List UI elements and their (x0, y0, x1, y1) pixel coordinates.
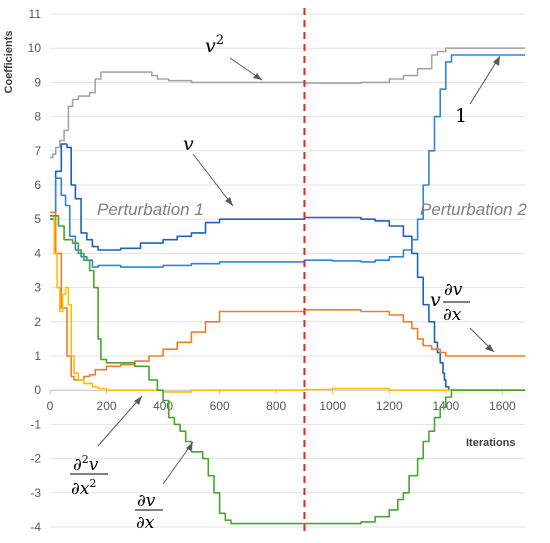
region-label-perturbation-1: Perturbation 1 (97, 200, 204, 219)
arrowhead-dv-dx (186, 442, 193, 451)
x-tick-label: 1000 (319, 399, 346, 413)
x-tick-label: 800 (266, 399, 286, 413)
y-tick-label: 4 (34, 246, 41, 260)
series-line-2 (50, 54, 525, 268)
series-line-0 (50, 47, 525, 159)
x-tick-label: 600 (210, 399, 230, 413)
x-axis-title: Iterations (466, 437, 516, 449)
x-tick-label: 0 (47, 399, 54, 413)
arrow-d2v-dx2 (97, 395, 143, 447)
y-tick-label: 8 (34, 110, 41, 124)
y-tick-label: 10 (28, 41, 42, 55)
arrowhead-d2v-dx2 (134, 396, 142, 405)
x-tick-label: 1200 (376, 399, 403, 413)
y-tick-label: 6 (34, 178, 41, 192)
arrowhead-v-squared (253, 73, 262, 80)
y-tick-label: 2 (34, 315, 41, 329)
series-line-1 (50, 143, 525, 391)
x-tick-label: 1600 (489, 399, 516, 413)
label-v-dv-dx-num: ∂v (444, 280, 463, 300)
annotation-v-squared: v2 (205, 33, 263, 81)
x-tick-label: 400 (153, 399, 173, 413)
x-tick-label: 200 (97, 399, 117, 413)
label-v: v (183, 133, 194, 155)
annotation-v: v (183, 133, 234, 207)
y-tick-label: 5 (34, 212, 41, 226)
annotation-v-dv-dx: v ∂v ∂x (430, 280, 495, 353)
arrowhead-one (493, 56, 500, 66)
region-label-perturbation-2: Perturbation 2 (420, 200, 527, 219)
y-tick-label: -2 (30, 452, 41, 466)
label-dv-dx-num: ∂v (137, 491, 156, 511)
y-tick-label: 3 (34, 281, 41, 295)
y-axis-ticks: -4 -3 -2 -1 0 1 2 3 4 5 6 7 8 9 10 11 (28, 7, 42, 534)
y-tick-label: -3 (30, 486, 41, 500)
y-tick-label: 9 (34, 75, 41, 89)
label-v-dv-dx-den: ∂x (443, 305, 462, 325)
series-line-4 (50, 215, 525, 393)
gridlines (50, 13, 525, 528)
arrowhead-v-dv-dx (485, 344, 494, 352)
arrowhead-v (225, 197, 233, 206)
label-one: 1 (455, 105, 467, 127)
series-line-5 (50, 215, 525, 525)
annotation-dv-dx: ∂v ∂x (135, 441, 194, 533)
y-tick-label: -4 (30, 520, 41, 534)
label-dv-dx-den: ∂x (136, 513, 155, 533)
annotation-one: 1 (455, 55, 501, 127)
arrow-v (192, 153, 234, 207)
label-v-squared: v2 (205, 33, 224, 57)
label-d2v-dx2-num: ∂2v (73, 453, 99, 475)
y-tick-label: 1 (34, 349, 41, 363)
y-tick-label: 0 (34, 383, 41, 397)
y-axis-title: Coefficients (3, 31, 15, 94)
series-line-3 (50, 211, 525, 381)
y-tick-label: 11 (29, 7, 42, 21)
annotations: v2 1 v v ∂v ∂x ∂2v ∂x2 (70, 33, 501, 533)
y-tick-label: 7 (34, 144, 41, 158)
label-d2v-dx2-den: ∂x2 (71, 477, 96, 499)
label-v-dv-dx-v: v (430, 289, 441, 311)
arrow-one (469, 55, 501, 105)
y-tick-label: -1 (30, 417, 41, 431)
